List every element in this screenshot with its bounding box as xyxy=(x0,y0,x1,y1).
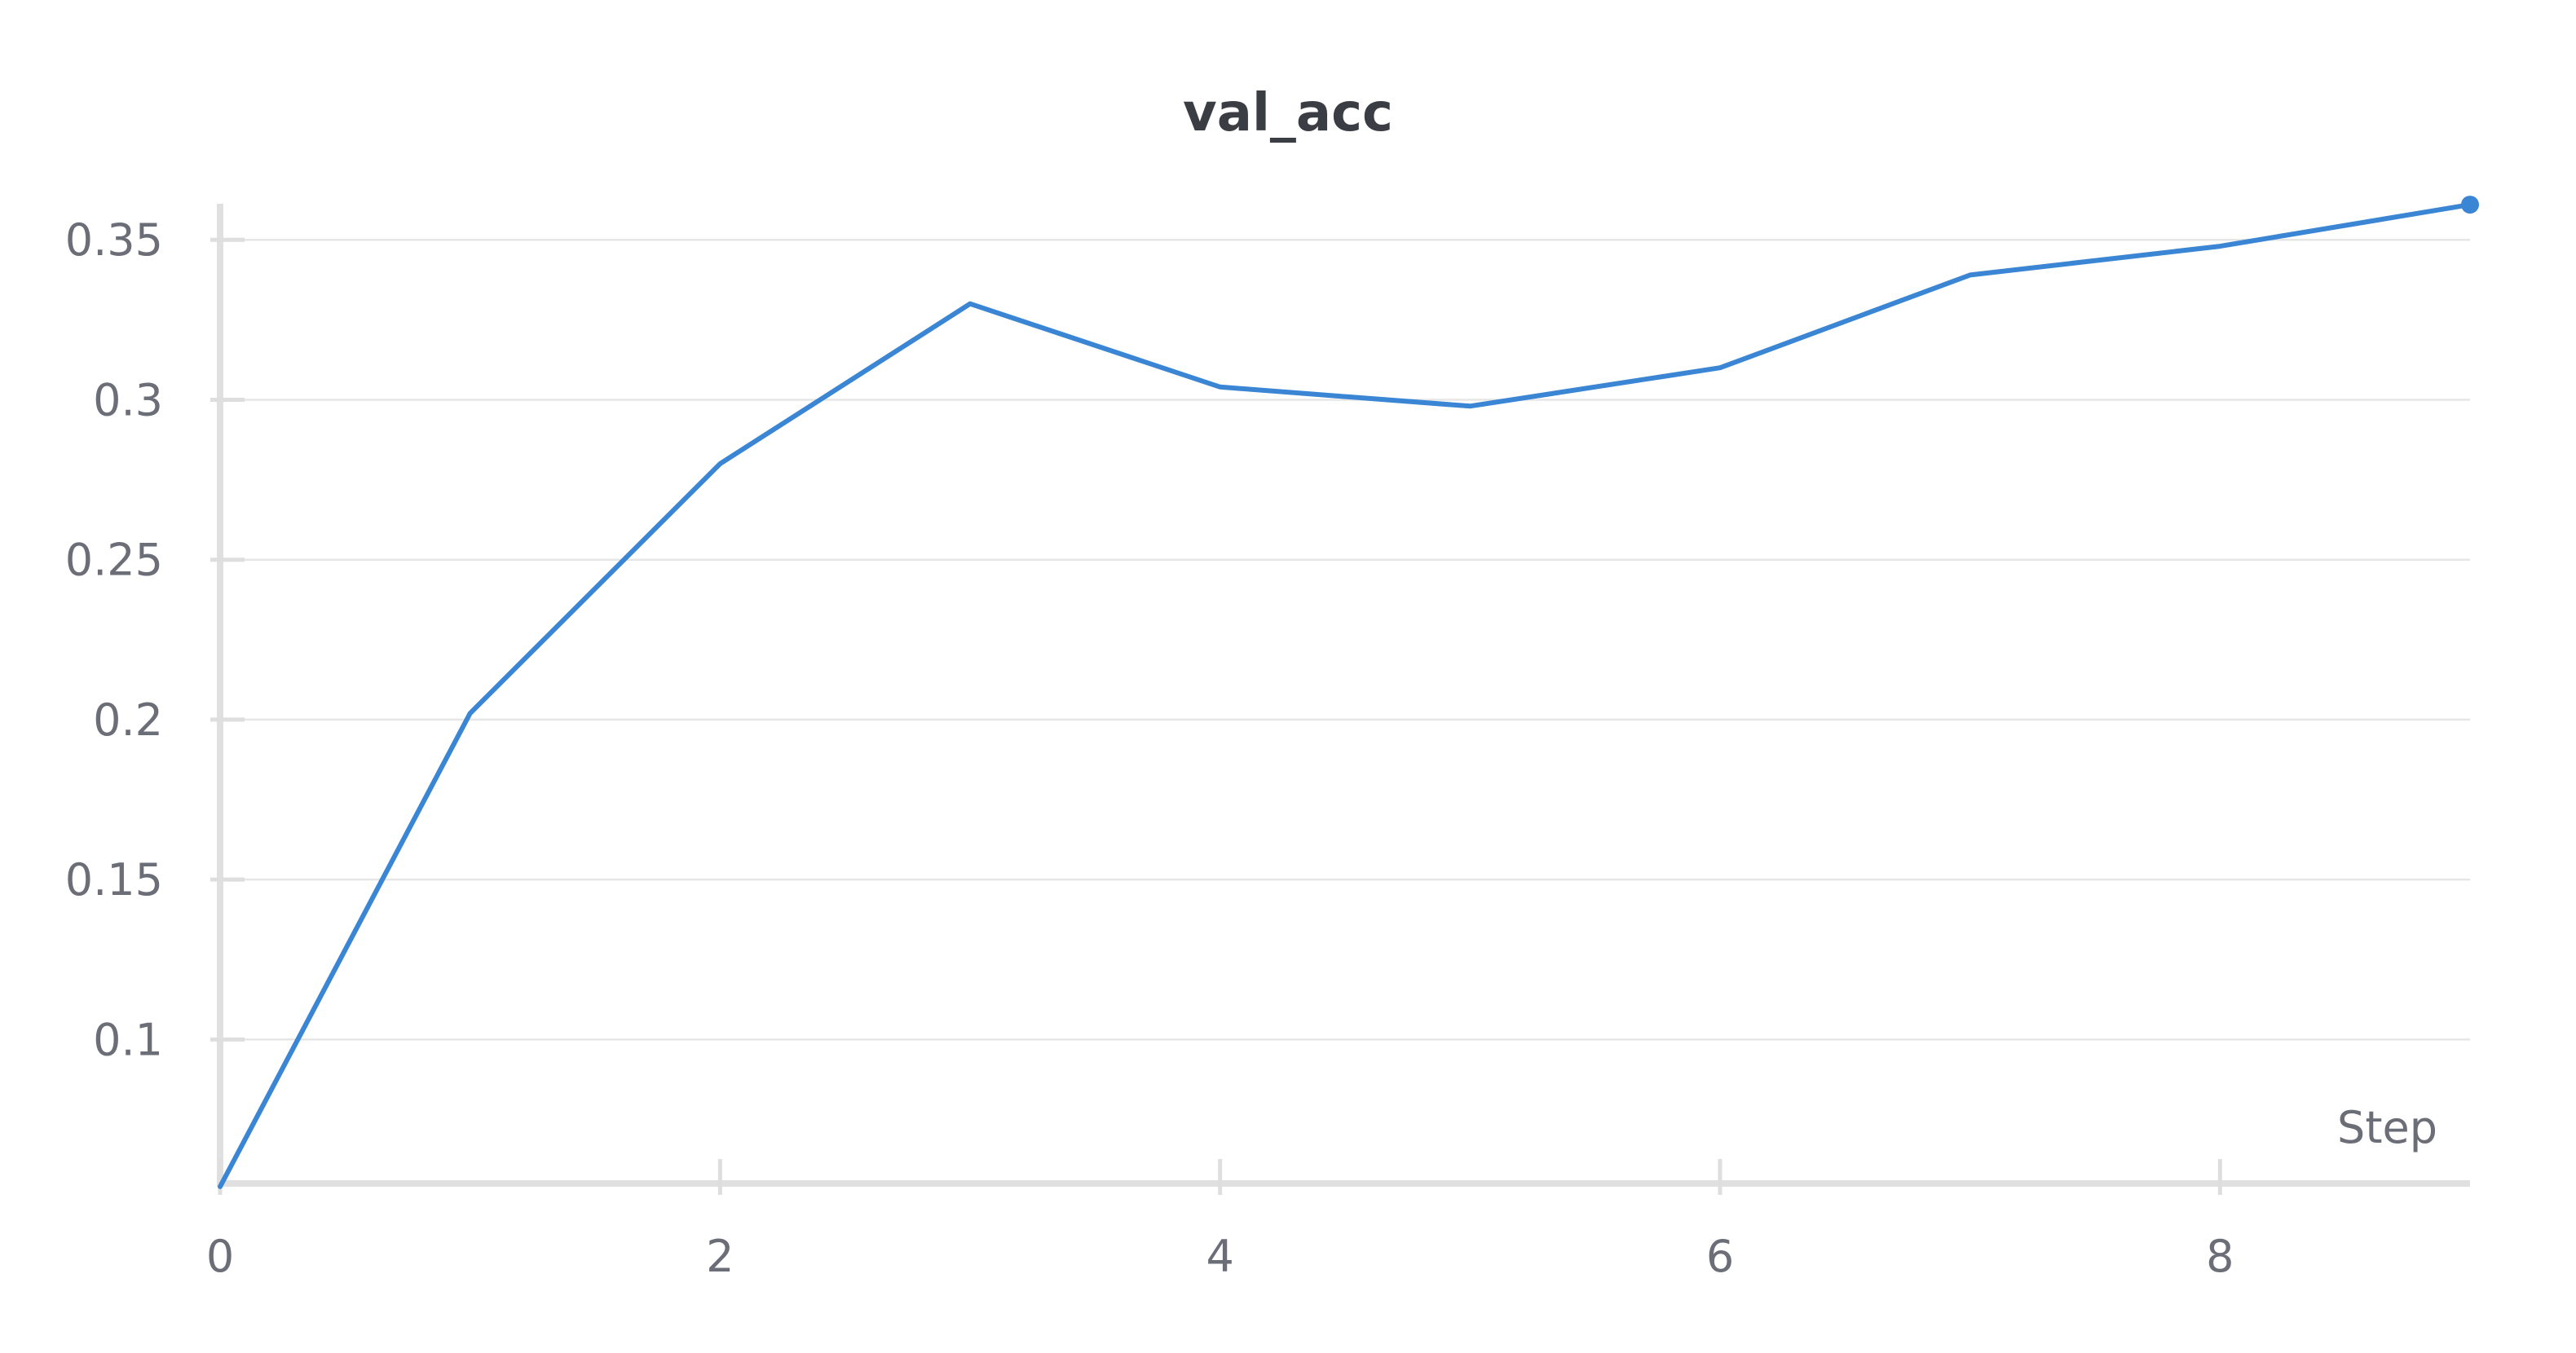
y-tick-label: 0.3 xyxy=(93,374,163,425)
x-tick-label: 0 xyxy=(206,1231,234,1282)
y-tick-label: 0.1 xyxy=(93,1014,163,1065)
y-tick-label: 0.35 xyxy=(65,214,163,266)
x-tick-label: 2 xyxy=(706,1231,734,1282)
x-tick-label: 4 xyxy=(1206,1231,1233,1282)
y-axis-ticks: 0.1 0.15 0.2 0.25 0.3 0.35 xyxy=(65,214,245,1065)
x-tick-label: 8 xyxy=(2206,1231,2234,1282)
series-layer xyxy=(218,196,2479,1189)
axes xyxy=(217,204,2470,1187)
y-tick-label: 0.2 xyxy=(93,694,163,746)
grid-lines xyxy=(220,238,2470,1041)
x-axis-label: Step xyxy=(2337,1102,2437,1153)
x-axis-ticks: 0 2 4 6 8 xyxy=(206,1159,2234,1282)
y-tick-label: 0.25 xyxy=(65,535,163,586)
chart-title: val_acc xyxy=(1183,83,1393,143)
y-tick-label: 0.15 xyxy=(65,854,163,906)
last-point-marker xyxy=(2461,196,2479,214)
series-line xyxy=(218,202,2472,1189)
x-tick-label: 6 xyxy=(1706,1231,1734,1282)
